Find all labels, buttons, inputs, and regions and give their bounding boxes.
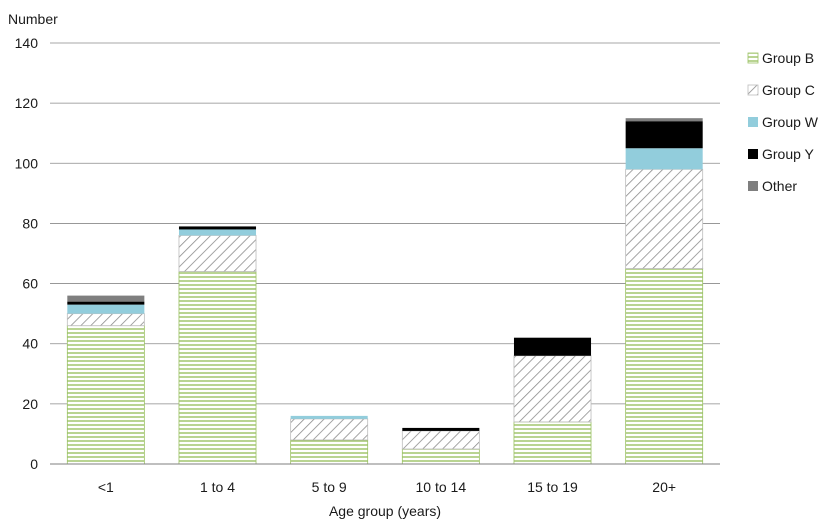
bar-segment-group-c	[290, 418, 369, 441]
y-tick-label: 60	[22, 276, 38, 292]
bar-segment-group-c	[513, 355, 592, 423]
x-tick-label: 10 to 14	[416, 479, 467, 495]
bar-segment-group-c	[625, 168, 704, 269]
bar-segment-group-b	[513, 421, 592, 465]
legend-label: Group W	[762, 114, 819, 130]
y-axis-ticks: 0 20 40 60 80 100 120 140	[15, 35, 39, 472]
bar-segment-group-y	[178, 226, 257, 230]
y-axis-title: Number	[8, 11, 58, 27]
x-tick-label: <1	[98, 479, 114, 495]
bar-segment-group-y	[513, 337, 592, 356]
bar-segment-group-b	[401, 448, 480, 465]
bar-segment-group-c	[66, 313, 145, 327]
bar-segment-group-b	[178, 271, 257, 465]
bar-segment-group-w	[290, 415, 368, 419]
x-tick-label: 5 to 9	[312, 479, 347, 495]
bar-segment-group-c	[401, 430, 480, 450]
bar-segment-other	[625, 118, 703, 122]
legend-swatch-group-b	[747, 52, 759, 64]
bar-segment-group-w	[625, 148, 703, 170]
bar-segment-group-w	[67, 304, 145, 314]
legend-swatch-group-w	[748, 117, 758, 127]
bar-segment-group-b	[625, 268, 704, 465]
legend-label: Group Y	[762, 146, 815, 162]
x-tick-label: 20+	[652, 479, 676, 495]
bars	[66, 118, 704, 465]
y-tick-label: 0	[30, 456, 38, 472]
bar-segment-group-b	[290, 439, 369, 465]
bar-segment-group-y	[67, 301, 145, 305]
bar-segment-group-b	[66, 325, 145, 465]
y-tick-label: 20	[22, 396, 38, 412]
y-tick-label: 120	[15, 95, 39, 111]
legend-label: Group B	[762, 50, 814, 66]
legend-swatch-group-y	[748, 149, 758, 159]
legend-swatch-other	[748, 181, 758, 191]
x-tick-label: 15 to 19	[527, 479, 578, 495]
y-tick-label: 140	[15, 35, 39, 51]
legend-label: Other	[762, 178, 797, 194]
x-axis-ticks: <1 1 to 4 5 to 9 10 to 14 15 to 19 20+	[98, 479, 676, 495]
legend-swatch-group-c	[747, 84, 759, 96]
bar-segment-group-y	[402, 427, 480, 431]
bar-segment-group-c	[178, 235, 257, 272]
x-axis-title: Age group (years)	[329, 503, 441, 519]
bar-segment-other	[67, 295, 145, 302]
y-tick-label: 40	[22, 336, 38, 352]
y-tick-label: 100	[15, 155, 39, 171]
gridlines	[50, 42, 720, 405]
x-tick-label: 1 to 4	[200, 479, 235, 495]
legend-label: Group C	[762, 82, 815, 98]
legend: Group B Group C Group W Group Y Other	[747, 50, 819, 194]
y-tick-label: 80	[22, 215, 38, 231]
bar-segment-group-w	[178, 229, 257, 236]
bar-segment-group-y	[625, 121, 703, 149]
